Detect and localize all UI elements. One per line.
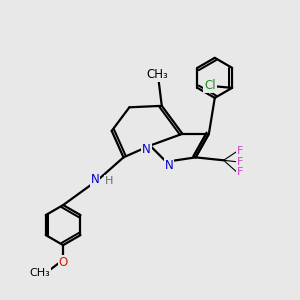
Text: N: N [165,159,173,172]
Text: H: H [105,176,113,186]
Text: F: F [237,167,244,177]
Text: O: O [58,256,68,269]
Text: CH₃: CH₃ [30,268,50,278]
Text: N: N [91,173,99,186]
Text: F: F [237,157,244,167]
Text: CH₃: CH₃ [146,68,168,81]
Text: Cl: Cl [204,79,216,92]
Text: N: N [142,142,151,156]
Text: F: F [237,146,244,157]
